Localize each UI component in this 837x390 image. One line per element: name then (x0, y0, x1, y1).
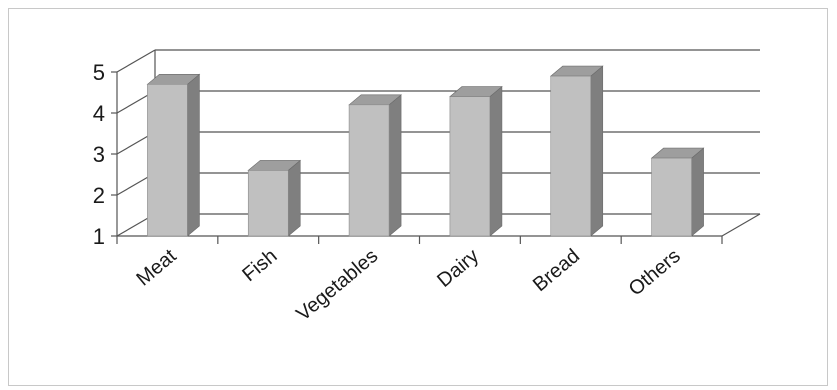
y-tick-label-3: 3 (93, 142, 105, 167)
x-tick-label-vegetables: Vegetables (292, 245, 382, 325)
bar-front (247, 170, 289, 237)
y-tick-labels: 1 2 3 4 5 (93, 60, 117, 249)
bar-front (651, 157, 692, 237)
bar-others (650, 147, 705, 237)
x-tick-label-fish: Fish (238, 245, 281, 286)
y-tick-label-4: 4 (93, 101, 105, 126)
bar-side (388, 94, 402, 237)
bar-front (449, 96, 491, 237)
bar-front (348, 104, 390, 237)
x-tick-label-others: Others (625, 245, 685, 300)
x-tick-label-dairy: Dairy (433, 245, 483, 292)
bar-bread (549, 65, 604, 237)
x-tick-labels: Meat Fish Vegetables Dairy Bread Others (116, 236, 723, 325)
y-tick-label-1: 1 (93, 224, 105, 249)
bar-side (187, 73, 200, 237)
bar-side (691, 147, 704, 237)
bar-meat (146, 73, 201, 237)
x-tick-label-meat: Meat (132, 245, 181, 291)
bar-vegetables (348, 94, 402, 237)
bar-side (489, 85, 503, 237)
bar-fish (247, 159, 302, 237)
gridline-wall-5 (116, 49, 156, 73)
bar-front (550, 75, 592, 237)
x-tick-label-bread: Bread (529, 245, 584, 296)
y-tick-label-2: 2 (93, 183, 105, 208)
bar-side (287, 159, 301, 237)
bar-front (147, 84, 188, 237)
y-tick-label-5: 5 (93, 60, 105, 85)
bar-layer (146, 65, 705, 237)
bar-dairy (449, 85, 503, 237)
bar-side (590, 65, 604, 237)
floor-edge (721, 213, 761, 237)
